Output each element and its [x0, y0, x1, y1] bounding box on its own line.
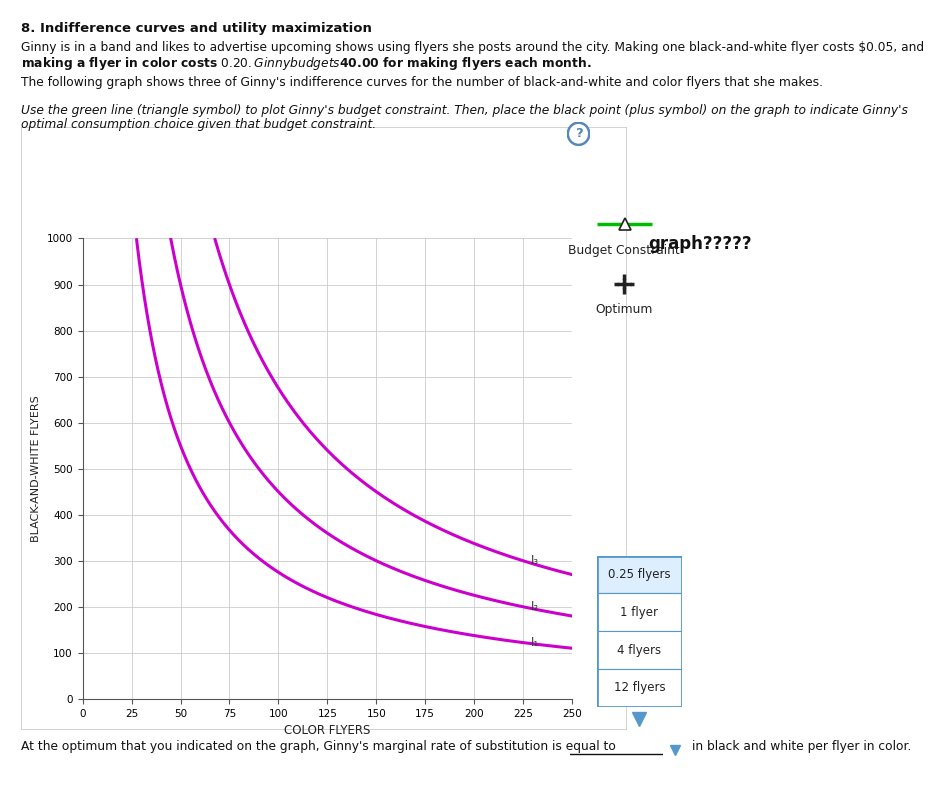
Text: At the optimum that you indicated on the graph, Ginny's marginal rate of substit: At the optimum that you indicated on the…	[21, 740, 616, 753]
Circle shape	[568, 123, 589, 145]
Text: 0.25 flyers: 0.25 flyers	[608, 568, 671, 581]
Bar	[597, 593, 682, 631]
Text: Ginny is in a band and likes to advertise upcoming shows using flyers she posts : Ginny is in a band and likes to advertis…	[21, 41, 924, 54]
Text: in black and white per flyer in color.: in black and white per flyer in color.	[692, 740, 911, 753]
Text: 4 flyers: 4 flyers	[618, 644, 661, 656]
Y-axis label: BLACK-AND-WHITE FLYERS: BLACK-AND-WHITE FLYERS	[31, 395, 41, 542]
Text: Budget Constraint: Budget Constraint	[568, 244, 680, 257]
Text: optimal consumption choice given that budget constraint.: optimal consumption choice given that bu…	[21, 118, 376, 131]
Bar	[597, 631, 682, 669]
Text: 1 flyer: 1 flyer	[620, 606, 658, 619]
Text: 8. Indifference curves and utility maximization: 8. Indifference curves and utility maxim…	[21, 22, 371, 35]
X-axis label: COLOR FLYERS: COLOR FLYERS	[284, 724, 370, 737]
Bar	[597, 669, 682, 707]
Text: making a flyer in color costs $0.20. Ginny budgets $40.00 for making flyers each: making a flyer in color costs $0.20. Gin…	[21, 55, 592, 72]
Text: Use the green line (triangle symbol) to plot Ginny's budget constraint. Then, pl: Use the green line (triangle symbol) to …	[21, 104, 908, 117]
Text: I₁: I₁	[531, 636, 540, 649]
Text: Optimum: Optimum	[596, 303, 653, 316]
Text: I₂: I₂	[531, 600, 540, 613]
Bar	[597, 556, 682, 593]
Text: 12 flyers: 12 flyers	[614, 682, 665, 694]
Text: graph?????: graph?????	[648, 235, 751, 253]
Text: I₃: I₃	[531, 554, 540, 567]
FancyBboxPatch shape	[21, 127, 627, 730]
Text: ?: ?	[575, 127, 582, 140]
Text: The following graph shows three of Ginny's indifference curves for the number of: The following graph shows three of Ginny…	[21, 76, 823, 89]
